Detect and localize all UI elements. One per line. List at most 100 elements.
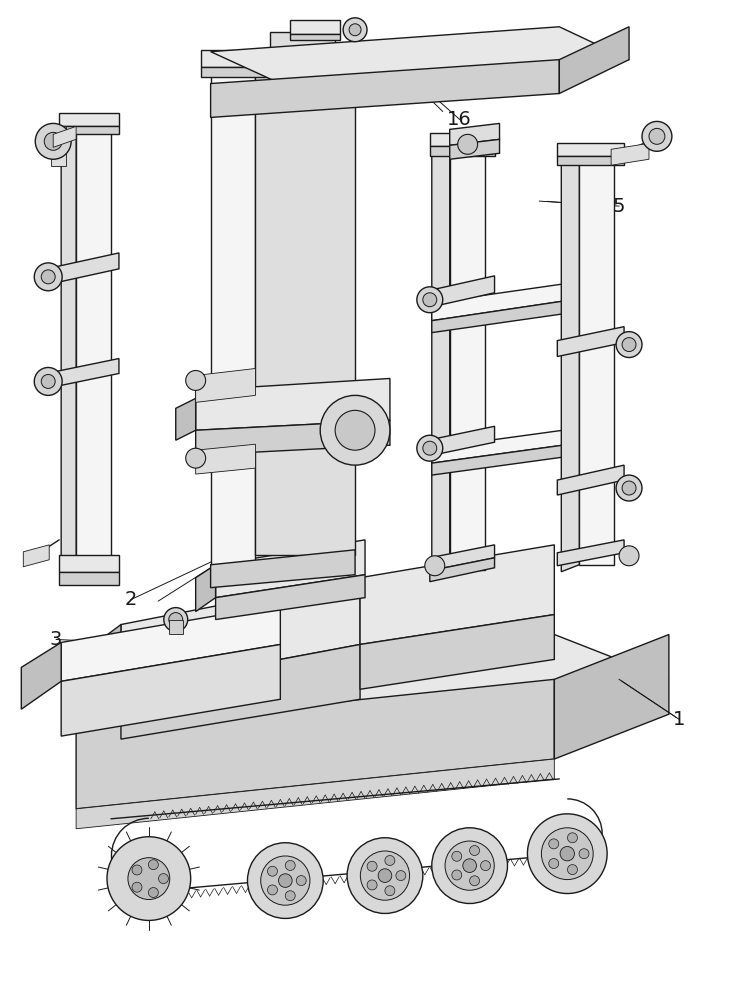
Circle shape	[463, 859, 476, 872]
Polygon shape	[561, 151, 579, 572]
Circle shape	[164, 608, 188, 632]
Circle shape	[321, 395, 390, 465]
Polygon shape	[255, 57, 355, 555]
Circle shape	[470, 846, 479, 855]
Polygon shape	[59, 113, 119, 126]
Polygon shape	[195, 565, 216, 612]
Circle shape	[642, 121, 672, 151]
Circle shape	[378, 869, 392, 882]
Circle shape	[44, 132, 62, 150]
Circle shape	[41, 270, 55, 284]
Circle shape	[423, 293, 437, 307]
Circle shape	[335, 410, 375, 450]
Circle shape	[132, 882, 142, 892]
Polygon shape	[59, 572, 119, 585]
Polygon shape	[76, 634, 669, 729]
Polygon shape	[61, 121, 76, 572]
Polygon shape	[430, 146, 494, 156]
Polygon shape	[291, 34, 340, 40]
Polygon shape	[210, 57, 255, 575]
Circle shape	[186, 370, 206, 390]
Polygon shape	[121, 578, 360, 689]
Circle shape	[297, 876, 306, 886]
Polygon shape	[46, 359, 119, 388]
Circle shape	[616, 475, 642, 501]
Polygon shape	[449, 123, 500, 145]
Polygon shape	[210, 550, 355, 588]
Polygon shape	[76, 679, 554, 809]
Circle shape	[619, 546, 639, 566]
Circle shape	[445, 841, 494, 890]
Circle shape	[385, 886, 395, 896]
Circle shape	[527, 814, 607, 894]
Polygon shape	[210, 27, 629, 84]
Polygon shape	[430, 133, 494, 146]
Polygon shape	[121, 644, 360, 739]
Polygon shape	[430, 545, 494, 571]
Circle shape	[267, 866, 277, 876]
Polygon shape	[554, 634, 669, 759]
Polygon shape	[431, 440, 599, 475]
Circle shape	[35, 123, 71, 159]
Circle shape	[347, 838, 423, 913]
Polygon shape	[431, 425, 599, 463]
Polygon shape	[557, 156, 624, 165]
Polygon shape	[270, 32, 335, 54]
Polygon shape	[428, 426, 494, 456]
Circle shape	[360, 851, 410, 900]
Polygon shape	[360, 615, 554, 689]
Polygon shape	[176, 398, 195, 440]
Circle shape	[470, 876, 479, 886]
Text: 1: 1	[673, 710, 685, 729]
Polygon shape	[557, 143, 624, 156]
Circle shape	[349, 24, 361, 36]
Circle shape	[568, 833, 577, 843]
Circle shape	[169, 613, 183, 627]
Circle shape	[367, 880, 377, 890]
Polygon shape	[430, 558, 494, 582]
Circle shape	[568, 865, 577, 875]
Polygon shape	[360, 545, 554, 644]
Polygon shape	[23, 545, 49, 567]
Circle shape	[542, 828, 593, 880]
Circle shape	[452, 870, 462, 880]
Polygon shape	[431, 141, 449, 578]
Circle shape	[107, 837, 191, 920]
Circle shape	[285, 891, 295, 901]
Circle shape	[159, 874, 169, 884]
Polygon shape	[195, 444, 255, 474]
Circle shape	[452, 851, 462, 861]
Polygon shape	[428, 276, 494, 308]
Circle shape	[622, 481, 636, 495]
Text: 5: 5	[613, 197, 625, 216]
Circle shape	[343, 18, 367, 42]
Circle shape	[616, 332, 642, 358]
Polygon shape	[51, 126, 66, 166]
Circle shape	[425, 556, 445, 576]
Circle shape	[579, 849, 589, 859]
Polygon shape	[195, 368, 255, 402]
Circle shape	[622, 338, 636, 352]
Circle shape	[186, 448, 206, 468]
Polygon shape	[61, 605, 280, 681]
Text: 16: 16	[447, 110, 472, 129]
Polygon shape	[611, 143, 649, 165]
Circle shape	[148, 860, 158, 870]
Polygon shape	[557, 540, 624, 566]
Polygon shape	[169, 620, 183, 634]
Polygon shape	[21, 642, 61, 709]
Circle shape	[549, 839, 559, 849]
Polygon shape	[557, 465, 624, 495]
Circle shape	[132, 865, 142, 875]
Circle shape	[41, 374, 55, 388]
Text: 2: 2	[125, 590, 137, 609]
Polygon shape	[201, 67, 365, 77]
Polygon shape	[431, 279, 599, 321]
Circle shape	[261, 856, 310, 905]
Polygon shape	[53, 126, 76, 147]
Text: 3: 3	[50, 630, 62, 649]
Circle shape	[34, 367, 62, 395]
Polygon shape	[61, 644, 280, 736]
Circle shape	[458, 134, 478, 154]
Circle shape	[431, 828, 508, 903]
